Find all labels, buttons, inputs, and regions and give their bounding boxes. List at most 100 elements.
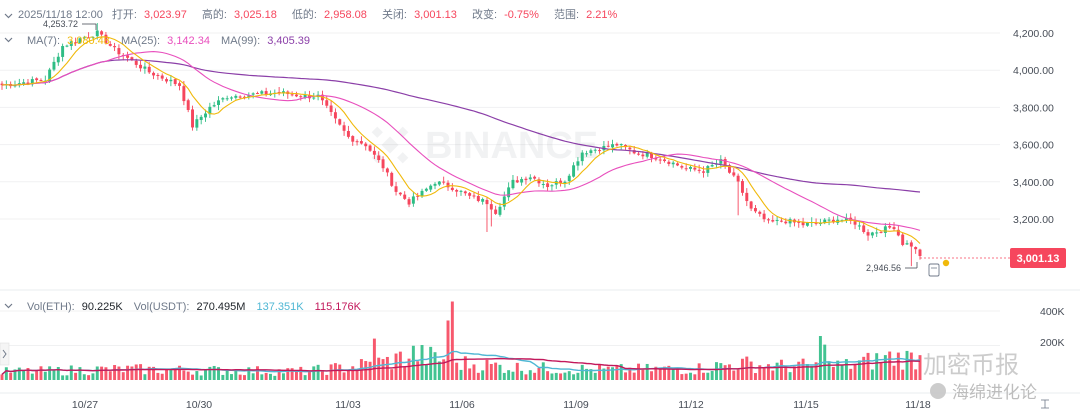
high-value: 3,025.18: [234, 9, 277, 21]
event-dot-icon[interactable]: [942, 259, 950, 267]
time-tick-label: 11/09: [563, 399, 589, 411]
left-panel-handle[interactable]: [0, 342, 10, 366]
volume-bar: [684, 373, 688, 380]
candle: [152, 71, 156, 80]
volume-bar: [364, 361, 368, 380]
candle: [797, 219, 801, 228]
volume-bar: [368, 361, 372, 380]
candle: [48, 67, 52, 84]
volume-bar: [338, 364, 342, 380]
price-tick-label: 3,600.00: [1013, 140, 1054, 152]
volume-bar: [498, 364, 502, 380]
volume-bar: [481, 370, 485, 380]
volume-bar: [4, 367, 8, 380]
volume-bar: [515, 362, 519, 380]
candle: [606, 140, 610, 148]
overlay-wechat: 海绵进化论: [952, 383, 1037, 402]
volume-bar: [416, 361, 420, 380]
candle: [0, 81, 4, 90]
volume-bar: [61, 375, 65, 380]
volume-bar: [204, 369, 207, 380]
candle: [407, 197, 411, 208]
candle: [416, 192, 420, 201]
candle: [857, 220, 861, 230]
volume-bar: [663, 366, 666, 380]
candle: [364, 142, 368, 151]
candle: [680, 164, 684, 170]
collapse-chevron-icon[interactable]: [4, 13, 13, 19]
volume-bar: [333, 363, 337, 380]
candle: [199, 114, 203, 125]
candle: [346, 125, 350, 139]
candle: [914, 246, 918, 254]
overlay-brand: 加密币报: [923, 352, 1019, 379]
volume-bar: [849, 368, 853, 380]
volume-bar: [624, 372, 628, 380]
volume-bar: [814, 362, 818, 380]
candle: [87, 32, 91, 39]
volume-bar: [325, 374, 329, 380]
chart-tools[interactable]: [928, 259, 950, 277]
candle: [13, 80, 17, 88]
volume-bar: [628, 367, 632, 380]
volume-bar: [156, 372, 160, 380]
volume-bar: [355, 369, 359, 380]
volume-bar: [407, 358, 411, 380]
volume-bar: [433, 352, 437, 380]
candle: [17, 78, 21, 88]
candle: [702, 166, 705, 178]
collapse-chevron-icon[interactable]: [4, 37, 13, 43]
volume-bar: [801, 358, 805, 380]
low-value: 2,958.08: [324, 9, 367, 21]
volume-bar: [424, 364, 428, 380]
candle: [398, 192, 402, 196]
volume-bar: [732, 370, 736, 380]
svg-text:2025/11/18 12:00 打开:: 2025/11/18 12:00 打开: 3,023.97 高的: 3,025.…: [18, 7, 618, 21]
volume-bar: [56, 367, 60, 380]
candle: [277, 87, 281, 96]
candle: [533, 175, 537, 180]
ma7-value: 3,080.48: [67, 35, 110, 47]
volume-bar: [225, 370, 229, 380]
candle: [403, 191, 407, 200]
candle: [186, 98, 190, 113]
volume-bar: [442, 359, 446, 380]
volume-bar: [316, 364, 320, 380]
scale-toggle[interactable]: [1041, 399, 1049, 409]
volume-bar: [182, 370, 186, 380]
volume-bar: [173, 369, 177, 380]
volume-bar: [9, 372, 13, 380]
candle: [870, 231, 874, 239]
calendar-icon[interactable]: [928, 263, 940, 277]
volume-bar: [489, 363, 493, 380]
volume-bar: [546, 371, 550, 380]
collapse-chevron-icon[interactable]: [4, 303, 13, 309]
volume-bar: [606, 366, 610, 380]
candle: [368, 144, 372, 152]
volume-bar: [637, 363, 641, 380]
chevron-right-icon[interactable]: [2, 349, 7, 359]
volume-bar: [411, 345, 415, 380]
candle: [204, 109, 207, 122]
candle: [611, 139, 615, 153]
candle: [740, 178, 744, 196]
candle: [836, 215, 840, 226]
last-price-tag[interactable]: 3,001.13: [1010, 248, 1066, 268]
high-label: 高的:: [202, 7, 227, 21]
volume-bar: [13, 369, 17, 380]
volume-bar: [351, 366, 355, 380]
volume-bar: [771, 370, 775, 380]
volume-bar: [541, 362, 545, 380]
candle: [537, 177, 541, 187]
price-tick-label: 3,400.00: [1013, 177, 1054, 189]
candle: [95, 23, 99, 40]
volume-bar: [918, 355, 922, 380]
volume-bar: [299, 366, 303, 380]
candle: [208, 102, 212, 118]
vol-eth-value: 90.225K: [82, 301, 124, 313]
volume-bar: [212, 365, 216, 380]
volume-bar: [390, 369, 394, 380]
low-marker-label: 2,946.56: [866, 263, 901, 273]
volume-bar: [126, 365, 130, 380]
